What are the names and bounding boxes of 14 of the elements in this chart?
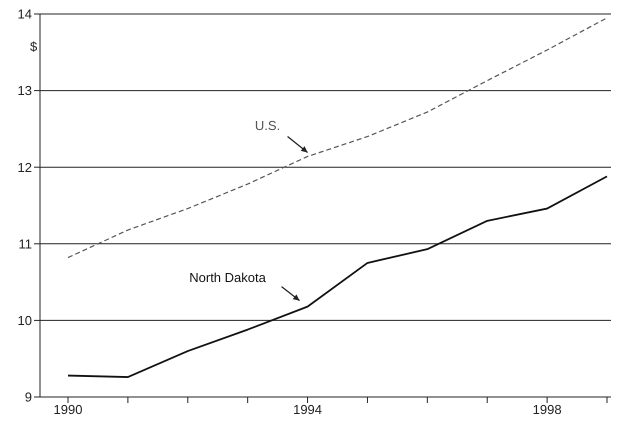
y-tick-label: 14 (18, 6, 32, 22)
y-axis-title: $ (30, 39, 38, 54)
line-series (67, 175, 608, 378)
x-tick-label: 1994 (293, 402, 322, 418)
x-tick-label: 1998 (532, 402, 562, 418)
y-tick-label: 11 (18, 236, 32, 252)
text: U.S. (254, 118, 280, 133)
x-tick-label: 1990 (54, 402, 82, 418)
y-tick-label: 13 (18, 83, 32, 98)
y-tick-label: 12 (18, 160, 32, 175)
y-tick-label: 9 (24, 390, 32, 405)
y-tick-label: 10 (18, 313, 32, 328)
line-series (67, 17, 608, 258)
text: North Dakota (189, 270, 267, 286)
